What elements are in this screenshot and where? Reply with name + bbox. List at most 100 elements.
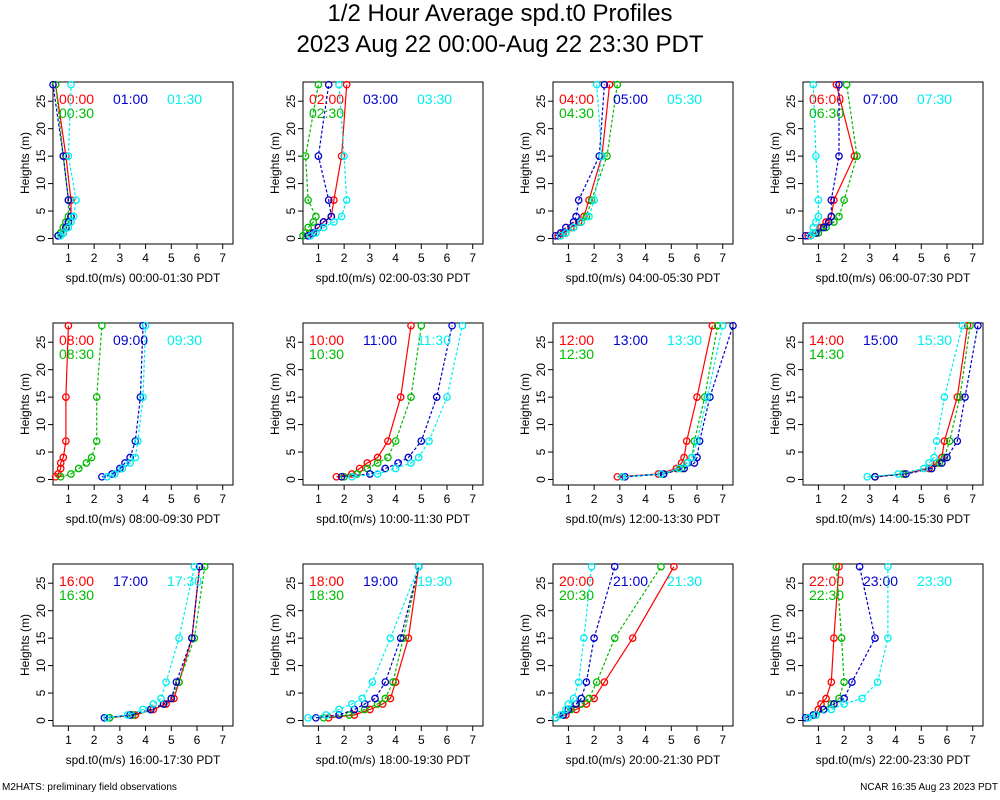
data-point [322,711,330,719]
y-tick-label: 15 [34,631,48,645]
x-axis-label: spd.t0(m/s) 18:00-19:30 PDT [316,753,471,767]
legend-entry: 12:30 [559,346,594,362]
x-tick-label: 5 [668,251,675,265]
series-line [555,566,616,719]
x-tick-label: 1 [815,733,822,747]
series-line [308,566,420,719]
data-point [863,472,872,481]
data-point [938,459,946,467]
data-point [801,231,810,240]
data-point [337,472,346,481]
legend-entry: 02:00 [309,91,344,107]
legend-entry: 08:00 [59,332,94,348]
data-point [56,464,65,473]
data-point [304,196,312,204]
x-tick-label: 6 [944,492,951,506]
x-tick-label: 6 [194,733,201,747]
legend-entry: 12:00 [559,332,594,348]
y-tick-label: 5 [534,207,548,214]
data-point [157,694,165,703]
x-tick-label: 1 [65,251,72,265]
data-point [59,229,68,237]
y-axis-label: Heights (m) [768,132,782,194]
data-point [62,437,70,445]
x-tick-label: 6 [944,251,951,265]
data-point [562,223,570,232]
series-line [336,325,412,478]
legend-entry: 16:00 [59,573,94,589]
data-point [448,321,456,330]
x-tick-label: 7 [469,733,476,747]
legend-entry: 14:30 [809,346,844,362]
x-tick-label: 7 [969,251,976,265]
x-tick-label: 7 [219,733,226,747]
legend-entry: 09:30 [167,332,202,348]
data-point [59,152,68,160]
data-point [443,393,451,401]
legend-entry: 16:30 [59,587,94,603]
x-tick-label: 4 [642,251,649,265]
data-point [330,196,338,204]
y-tick-label: 10 [284,177,298,191]
x-tick-label: 3 [117,251,124,265]
data-point [64,321,73,330]
x-tick-label: 2 [841,492,848,506]
x-tick-label: 4 [142,492,149,506]
data-point [425,437,433,445]
data-point [98,321,106,330]
y-tick-label: 0 [534,476,548,483]
x-tick-label: 7 [469,251,476,265]
data-point [582,678,591,686]
y-tick-label: 20 [784,363,798,377]
x-tick-label: 6 [194,251,201,265]
y-axis-label: Heights (m) [518,614,532,676]
x-tick-label: 3 [117,492,124,506]
data-point [932,437,941,445]
data-point [139,705,147,714]
plot-frame [802,563,984,727]
data-point [381,694,390,703]
x-tick-label: 3 [617,251,624,265]
series-line [307,84,332,237]
data-point [610,634,619,642]
legend-entry: 07:30 [917,91,952,107]
profile-panel: 1 2 3 4 5 6 7 0 5 10 15 20 25 Heights (m) spd.t0(m/s) … [18,562,234,767]
y-tick-label: 25 [784,576,798,590]
data-point [126,459,134,467]
data-point [598,152,606,160]
profile-panel: 1 2 3 4 5 6 7 0 5 10 15 20 25 Heights (m) spd.t0(m/s) … [518,321,737,526]
legend-entry: 01:00 [113,91,148,107]
data-point [822,694,830,703]
data-point [827,678,836,686]
data-point [840,694,848,703]
y-tick-label: 15 [34,390,48,404]
y-tick-label: 10 [784,659,798,673]
y-tick-label: 15 [34,149,48,163]
x-tick-label: 4 [642,492,649,506]
x-tick-label: 6 [444,492,451,506]
data-point [391,464,400,473]
y-tick-label: 20 [534,122,548,136]
data-point [812,711,820,719]
data-point [324,196,333,204]
data-point [92,437,101,445]
data-point [69,212,78,221]
x-tick-label: 3 [617,492,624,506]
data-point [126,453,134,462]
x-tick-label: 2 [841,251,848,265]
data-point [585,212,593,221]
data-point [381,464,390,473]
legend-entry: 21:00 [613,573,648,589]
data-point [682,437,691,445]
data-point [592,80,601,89]
data-point [657,562,665,571]
x-axis-label: spd.t0(m/s) 20:00-21:30 PDT [566,753,721,767]
y-tick-label: 5 [34,207,48,214]
data-point [337,152,346,160]
data-point [312,713,320,722]
legend-entry: 18:00 [309,573,344,589]
plot-frame [802,322,984,486]
data-point [840,678,848,686]
legend-entry: 02:30 [309,105,344,121]
